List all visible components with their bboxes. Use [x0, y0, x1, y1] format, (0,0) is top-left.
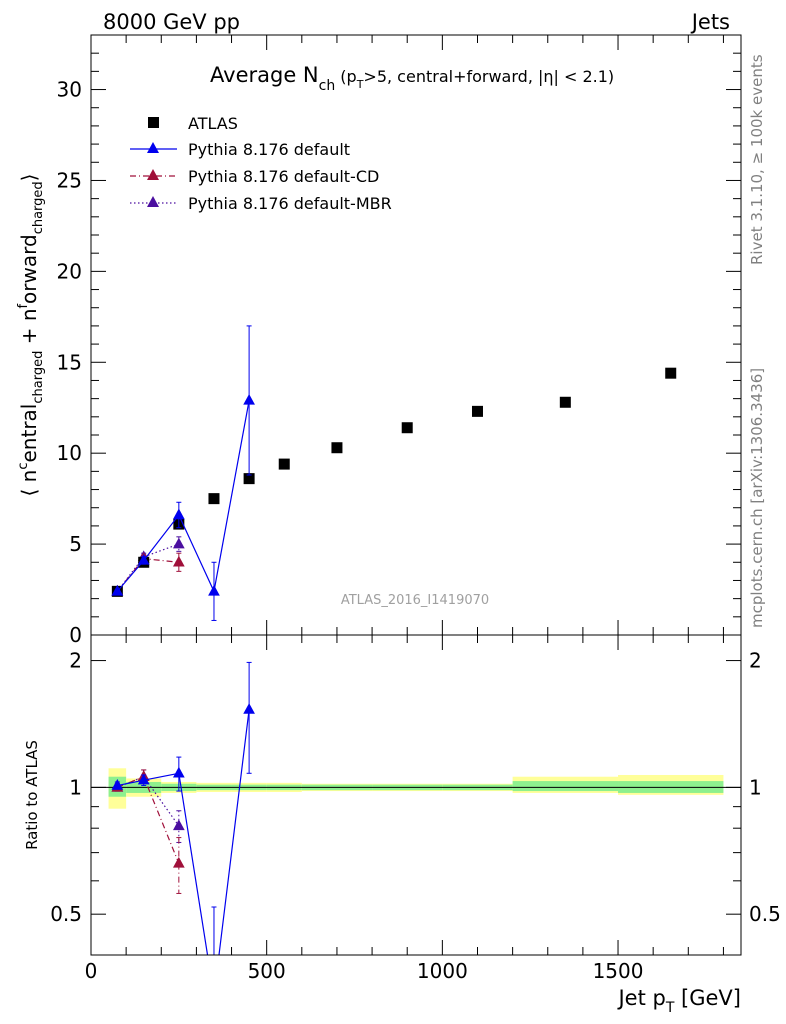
ratio-y-tick-label: 1: [69, 775, 82, 799]
main-x-axis: [90, 35, 724, 635]
legend-marker-default: [147, 142, 159, 153]
legend-label-mbr: Pythia 8.176 default-MBR: [188, 194, 392, 213]
ratio-point-pythia-8-176-default: [172, 766, 185, 778]
main-point-pythia-8-176-default: [208, 584, 220, 596]
ratio-uncertainty-bands: [108, 768, 724, 809]
main-point-atlas: [471, 405, 483, 417]
legend-marker-cd: [147, 169, 159, 180]
main-point-atlas: [665, 367, 677, 379]
legend-label-cd: Pythia 8.176 default-CD: [188, 167, 379, 186]
ratio-y-tick-label: 0.5: [50, 902, 82, 926]
ratio-line-pythia-8-176-default: [117, 709, 250, 955]
ratio-y-axis-label: Ratio to ATLAS: [23, 740, 41, 850]
ratio-band-inner: [512, 781, 619, 792]
legend-label-atlas: ATLAS: [188, 114, 238, 133]
main-point-pythia-8-176-default: [172, 508, 185, 520]
ratio-series-layer: [111, 661, 255, 955]
ratio-y-tick-label-right: 1: [749, 775, 762, 799]
ratio-plot-panel: 0.5 0.5 1 1 2 2 0 500 1000 1500 Ratio to ATLAS J…: [23, 634, 781, 1016]
legend-marker-atlas: [148, 117, 159, 128]
legend-entry-mbr: Pythia 8.176 default-MBR: [130, 194, 392, 213]
main-line-pythia-8-176-default: [116, 400, 250, 594]
ratio-y-axis: 0.5 0.5 1 1 2 2: [50, 649, 781, 956]
x-tick-label: 1500: [593, 959, 644, 983]
ratio-point-pythia-8-176-default: [137, 773, 150, 785]
legend-label-default: Pythia 8.176 default: [188, 140, 350, 159]
main-point-atlas: [401, 422, 413, 434]
ratio-point-pythia-8-176-default-cd: [172, 856, 185, 868]
main-y-tick-label: 20: [57, 259, 82, 283]
main-y-tick-label: 25: [57, 168, 82, 192]
rivet-version-label: Rivet 3.1.10, ≥ 100k events: [748, 54, 766, 265]
ratio-y-tick-label-right: 2: [749, 649, 762, 673]
main-point-atlas: [243, 473, 255, 485]
main-line-pythia-8-176-default-mbr: [116, 543, 180, 592]
main-point-pythia-8-176-default: [243, 393, 255, 405]
header-collision: 8000 GeV pp: [103, 10, 240, 34]
x-tick-label: 1000: [417, 959, 468, 983]
header-process: Jets: [690, 10, 730, 34]
x-axis-label: Jet pT [GeV]: [616, 986, 741, 1016]
main-plot-panel: 0 5 10 15 20 25 30 Average Nch (pT>5, central+…: [16, 34, 742, 647]
main-point-atlas: [331, 442, 343, 454]
ratio-x-axis: 0 500 1000 1500: [85, 635, 724, 983]
main-y-tick-label: 30: [57, 78, 82, 102]
main-point-pythia-8-176-default: [137, 553, 150, 565]
main-y-axis: 0 5 10 15 20 25 30: [57, 34, 741, 647]
legend-entry-cd: Pythia 8.176 default-CD: [130, 167, 379, 186]
main-y-tick-label: 10: [57, 441, 82, 465]
main-series-layer: [111, 325, 677, 621]
ratio-y-tick-label: 2: [69, 649, 82, 673]
main-point-pythia-8-176-default-cd: [172, 555, 185, 567]
ratio-plot-frame: [90, 634, 742, 956]
main-point-atlas: [278, 458, 290, 470]
x-tick-label: 500: [248, 959, 286, 983]
legend-entry-atlas: ATLAS: [148, 114, 238, 133]
legend-marker-mbr: [147, 196, 159, 207]
legend-entry-default: Pythia 8.176 default: [130, 140, 350, 159]
analysis-watermark: ATLAS_2016_I1419070: [341, 593, 489, 608]
legend: ATLAS Pythia 8.176 default Pythia 8.176 …: [130, 114, 392, 213]
main-point-atlas: [208, 493, 220, 505]
main-y-axis-label: ⟨ ncentralcharged + nforwardcharged⟩: [16, 173, 46, 496]
main-y-tick-label: 15: [57, 350, 82, 374]
main-point-pythia-8-176-default: [111, 584, 124, 596]
main-y-tick-label: 5: [69, 532, 82, 556]
plot-title: Average Nch (pT>5, central+forward, |η| …: [210, 63, 614, 94]
main-y-tick-label: 0: [69, 623, 82, 647]
x-tick-label: 0: [85, 959, 98, 983]
ratio-y-tick-label-right: 0.5: [749, 902, 781, 926]
ratio-point-pythia-8-176-default-mbr: [172, 819, 185, 831]
ratio-point-pythia-8-176-default: [111, 779, 124, 790]
ratio-point-pythia-8-176-default: [243, 703, 255, 714]
main-point-pythia-8-176-default-mbr: [172, 537, 185, 549]
mcplots-label: mcplots.cern.ch [arXiv:1306.3436]: [748, 368, 766, 628]
main-point-atlas: [559, 396, 571, 408]
